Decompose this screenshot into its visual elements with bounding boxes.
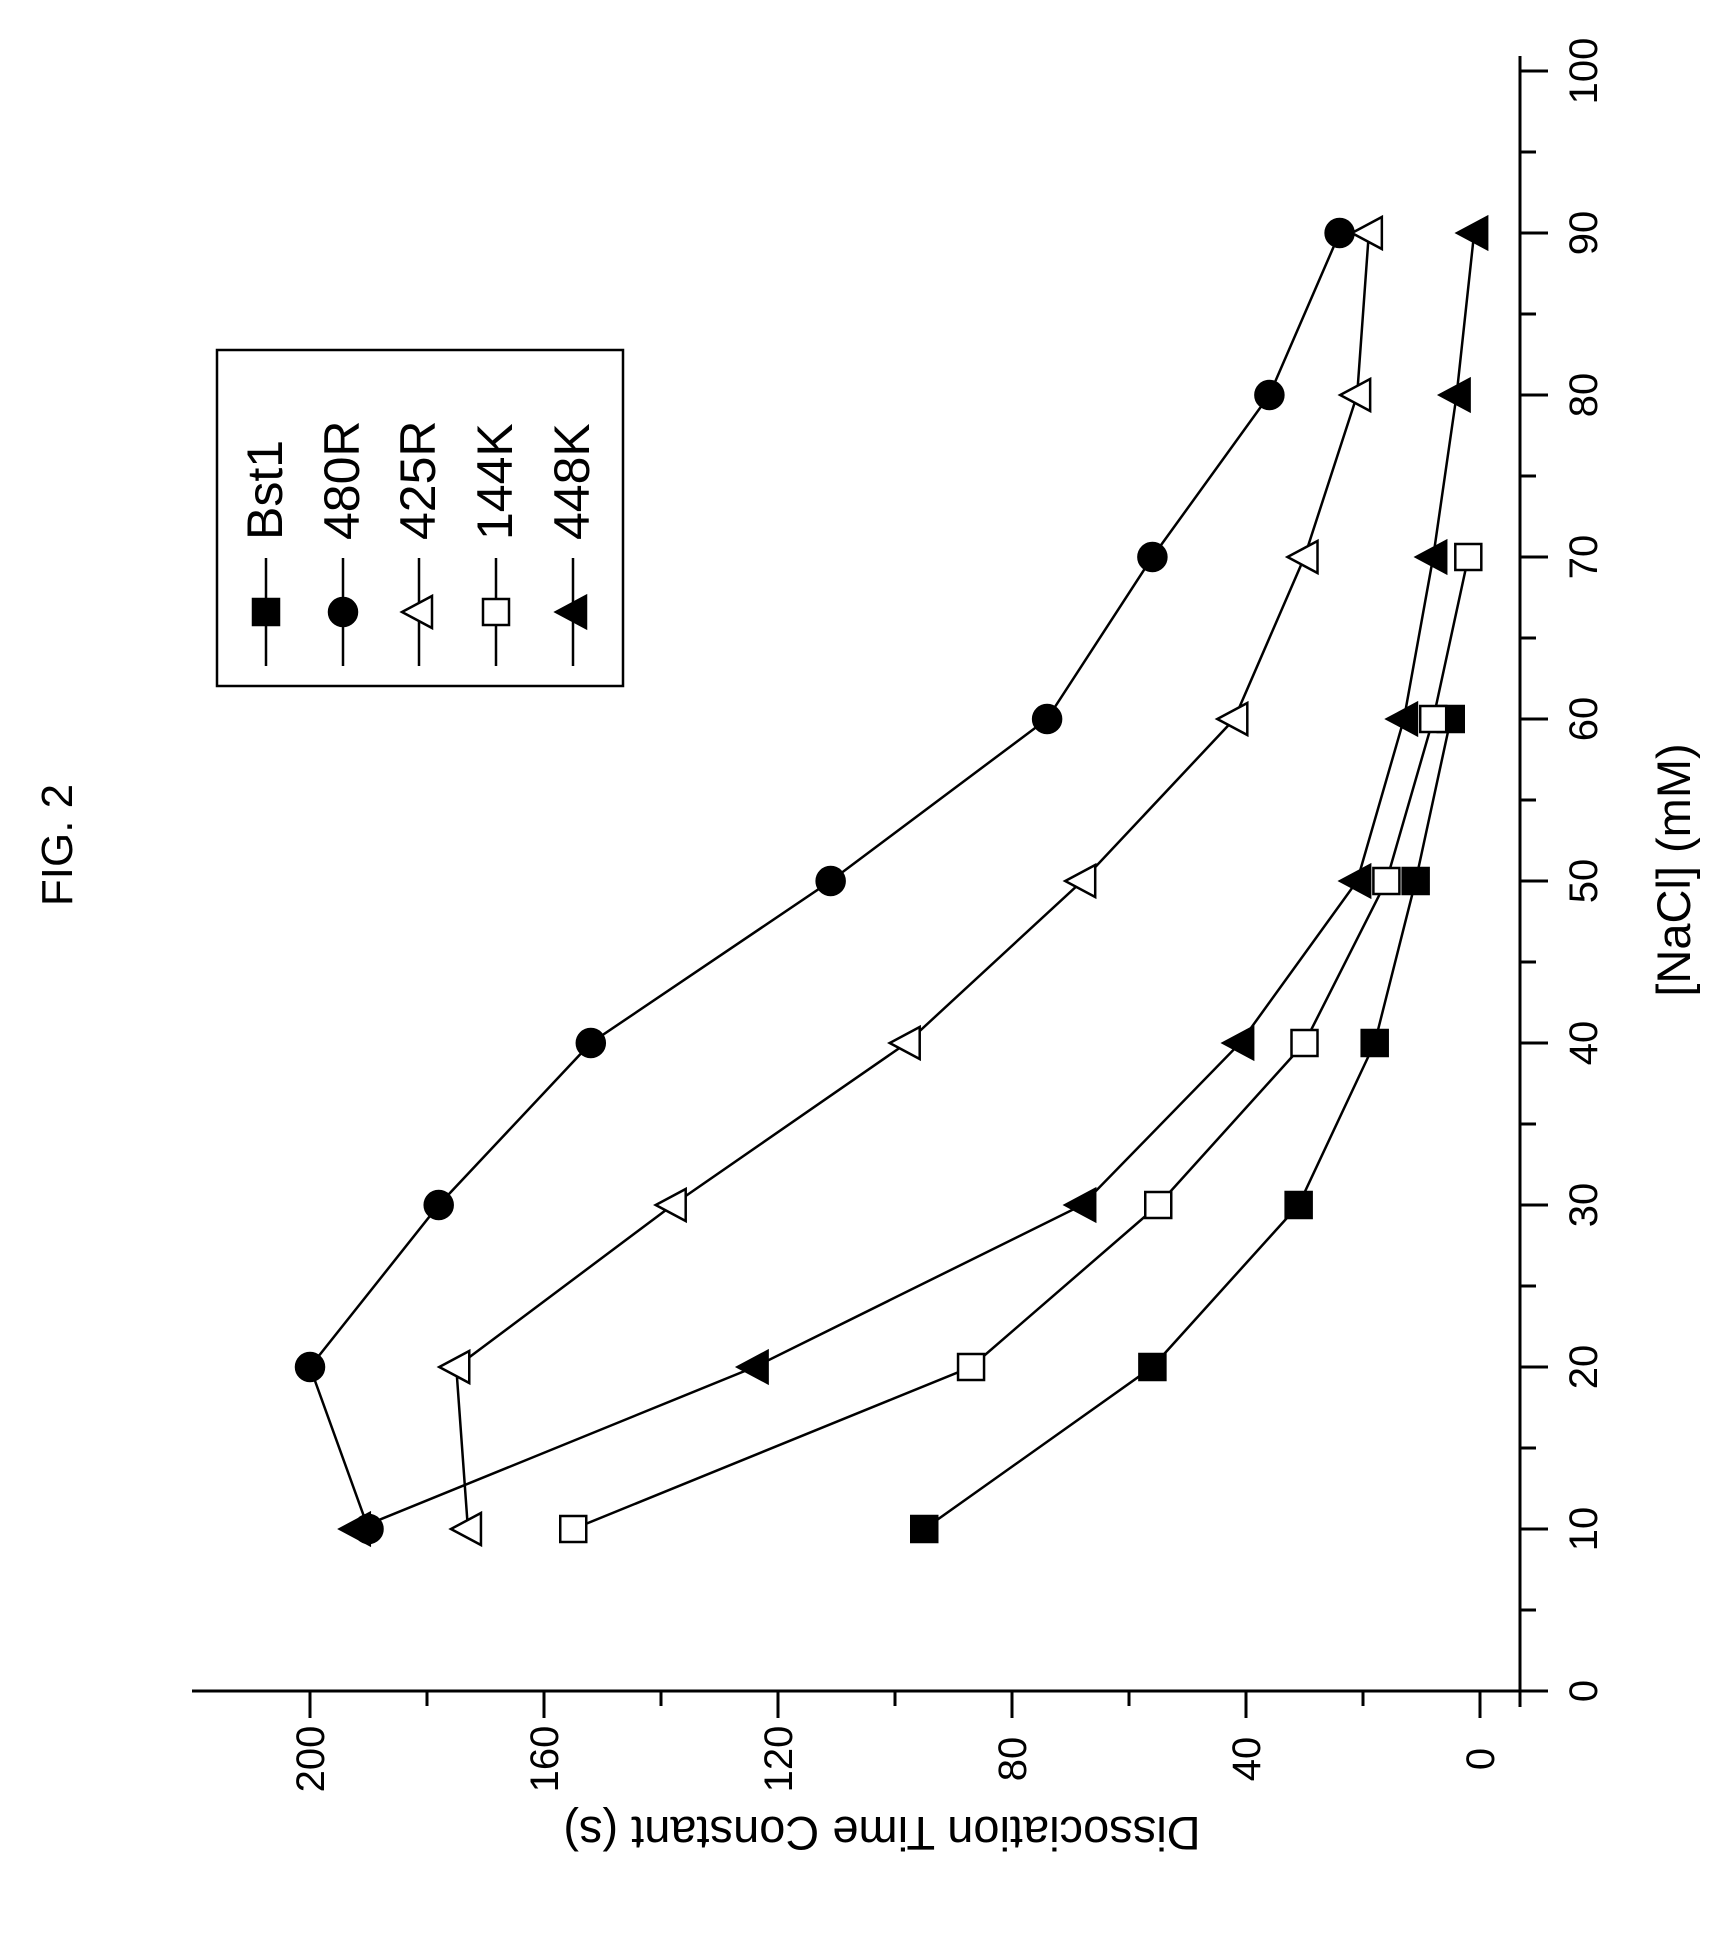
data-point [1454, 542, 1483, 572]
x-tick-label: 10 [1562, 1507, 1606, 1552]
series-448k [337, 214, 1489, 1548]
data-point [1254, 379, 1285, 411]
legend: Bst1 480R 425R 144K 448K [215, 348, 625, 688]
data-point [1384, 700, 1419, 738]
data-point [815, 865, 846, 897]
data-point [1062, 1186, 1097, 1224]
legend-label: 144K [467, 423, 523, 540]
x-tick-label: 30 [1562, 1183, 1606, 1228]
series-layer [294, 214, 1489, 1548]
data-point [575, 1027, 607, 1059]
data-point [1372, 866, 1401, 896]
data-point [1137, 541, 1168, 573]
legend-label: 425R [390, 420, 446, 540]
data-point [294, 1351, 326, 1383]
figure-label: FIG. 2 [33, 784, 82, 906]
x-tick-label: 70 [1562, 535, 1606, 580]
data-point [448, 1510, 483, 1548]
data-point [956, 1352, 986, 1382]
legend-marker [399, 593, 434, 631]
x-tick-label: 80 [1562, 373, 1606, 418]
x-tick-label: 100 [1562, 38, 1606, 105]
y-tick-label: 0 [1459, 1748, 1503, 1770]
x-tick-label: 50 [1562, 859, 1606, 904]
legend-marker [481, 597, 511, 627]
data-point [910, 1514, 939, 1544]
series-bst1 [910, 704, 1465, 1544]
x-tick-label: 60 [1562, 697, 1606, 742]
data-point [1290, 1028, 1319, 1058]
data-point [1062, 862, 1097, 900]
series-480r [294, 217, 1355, 1545]
data-point [423, 1189, 454, 1221]
data-point [734, 1348, 769, 1386]
data-point [436, 1348, 471, 1386]
legend-item: 425R [390, 420, 446, 666]
data-point [1138, 1352, 1167, 1382]
y-tick-label: 120 [757, 1726, 801, 1793]
y-axis-title: Dissociation Time Constant (s) [563, 1807, 1200, 1860]
y-tick-label: 40 [1225, 1737, 1269, 1782]
data-point [653, 1186, 687, 1224]
legend-item: 144K [467, 423, 523, 666]
legend-marker [327, 596, 359, 628]
x-tick-label: 0 [1562, 1680, 1606, 1702]
data-point [1031, 703, 1063, 735]
data-point [887, 1024, 921, 1062]
data-point [1214, 700, 1249, 738]
data-point [1401, 866, 1430, 896]
data-point [1284, 1190, 1313, 1220]
legend-marker [251, 597, 281, 627]
legend-item: 480R [314, 420, 370, 666]
series-line [923, 718, 1452, 1531]
plot-axes [192, 56, 1536, 1707]
data-point [1349, 214, 1384, 252]
data-point [1360, 1028, 1389, 1058]
legend-marker [553, 593, 588, 631]
legend-item: 448K [544, 423, 600, 666]
y-tick-label: 160 [523, 1726, 567, 1793]
data-point [1220, 1024, 1255, 1062]
axis-ticks: 0 10 20 30 40 50 60 70 80 90 100 0 40 80 120 160 200 [289, 38, 1606, 1793]
legend-label: 480R [314, 420, 370, 540]
legend-label: 448K [544, 423, 600, 540]
x-tick-label: 40 [1562, 1021, 1606, 1066]
legend-box [215, 348, 625, 688]
data-point [1436, 376, 1471, 414]
series-line [356, 232, 1476, 1531]
data-point [1454, 214, 1489, 252]
series-144k [559, 542, 1483, 1544]
series-line [572, 556, 1470, 1531]
data-point [1418, 704, 1448, 734]
x-tick-label: 20 [1562, 1345, 1606, 1390]
data-point [1284, 538, 1319, 576]
data-point [1337, 376, 1372, 414]
series-425r [436, 214, 1384, 1548]
y-tick-label: 200 [289, 1726, 333, 1793]
data-point [1144, 1190, 1173, 1220]
legend-label: Bst1 [237, 440, 293, 540]
x-axis-title: [NaCl] (mM) [1647, 743, 1700, 996]
data-point [559, 1514, 588, 1544]
x-tick-label: 90 [1562, 211, 1606, 256]
legend-item: Bst1 [237, 440, 293, 666]
data-point [337, 1510, 372, 1548]
y-tick-label: 80 [991, 1737, 1035, 1782]
data-point [1337, 862, 1372, 900]
data-point [1413, 538, 1448, 576]
